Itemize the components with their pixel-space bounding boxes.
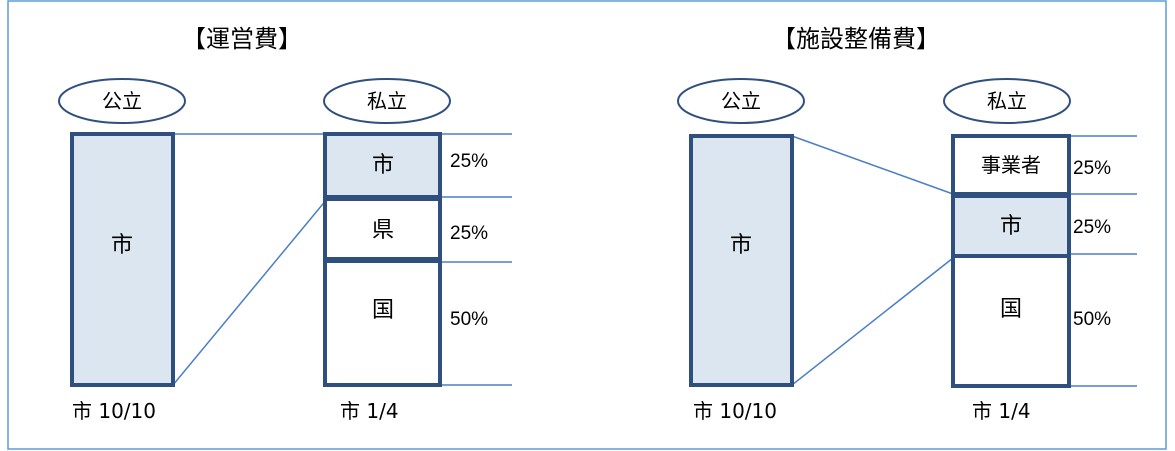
public-bar-label: 市 <box>730 233 752 258</box>
public-bar <box>70 132 175 387</box>
public-caption: 市 10/10 <box>72 399 156 423</box>
connector-diagonal-top <box>791 135 954 195</box>
pct-city: 25% <box>1073 217 1111 238</box>
private-segment-national-label: 国 <box>1000 297 1022 322</box>
public-oval <box>58 78 186 124</box>
private-oval <box>943 78 1071 124</box>
private-oval <box>323 78 451 124</box>
operating-cost-panel: 【運営費】 公立 私立 市 市 県 国 25% 25% 50% 市 10/10 … <box>58 25 512 423</box>
public-bar-label: 市 <box>111 233 133 258</box>
pct-national: 50% <box>450 309 488 330</box>
pct-national: 50% <box>1073 309 1111 330</box>
public-label: 公立 <box>721 89 761 113</box>
private-caption: 市 1/4 <box>972 399 1031 423</box>
private-segment-national-label: 国 <box>372 298 394 323</box>
public-caption: 市 10/10 <box>693 399 777 423</box>
private-segment-prefecture <box>323 197 442 261</box>
connector-diagonal <box>172 198 328 386</box>
private-segment-city <box>323 132 442 199</box>
private-segment-city-label: 市 <box>372 153 394 178</box>
private-segment-national <box>951 254 1071 388</box>
public-oval <box>677 78 805 124</box>
facility-cost-title: 【施設整備費】 <box>772 25 940 53</box>
private-label: 私立 <box>987 89 1027 113</box>
private-segment-city-label: 市 <box>1000 214 1022 239</box>
connector-diagonal-bottom <box>791 257 954 386</box>
public-bar <box>689 134 794 387</box>
facility-cost-panel: 【施設整備費】 公立 私立 市 事業者 市 国 25% 25% 50% 市 10… <box>677 25 1137 423</box>
pct-city: 25% <box>450 151 488 172</box>
private-segment-national <box>323 259 442 387</box>
public-label: 公立 <box>102 89 142 113</box>
pct-prefecture: 25% <box>450 223 488 244</box>
private-segment-prefecture-label: 県 <box>372 218 394 243</box>
pct-operator: 25% <box>1073 158 1111 179</box>
private-label: 私立 <box>367 89 407 113</box>
private-caption: 市 1/4 <box>340 399 399 423</box>
private-segment-operator-label: 事業者 <box>981 153 1041 177</box>
operating-cost-title: 【運営費】 <box>182 25 302 53</box>
